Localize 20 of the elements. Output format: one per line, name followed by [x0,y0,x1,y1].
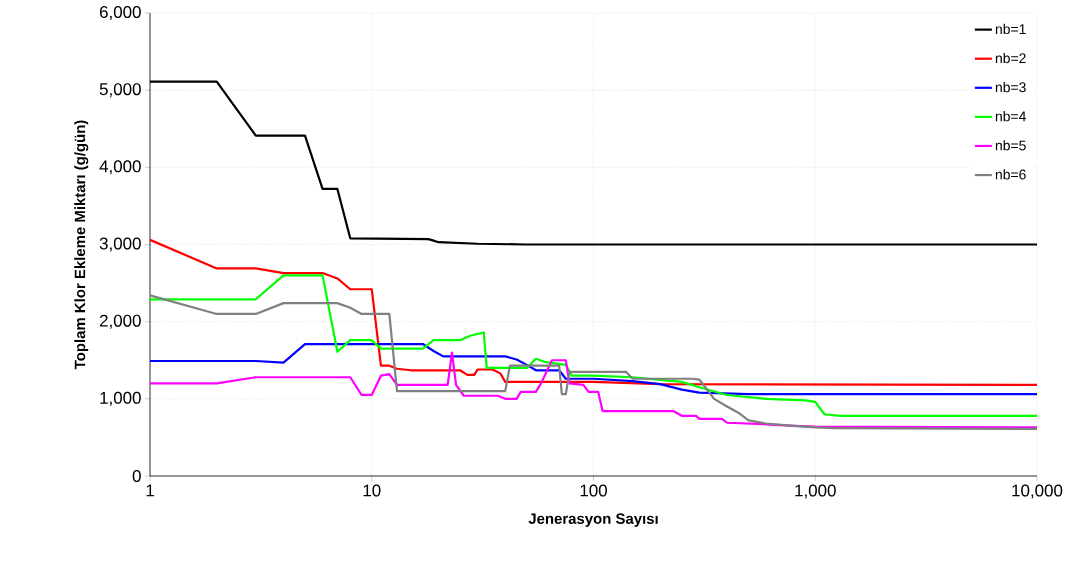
y-tick-label: 6,000 [99,6,141,20]
y-tick-label: 0 [132,470,141,482]
legend-label: nb=4 [995,111,1026,122]
legend-label: nb=6 [995,169,1026,180]
x-axis-title: Jenerasyon Sayısı [528,513,658,527]
legend-label: nb=1 [995,23,1026,35]
y-tick-label: 2,000 [99,314,141,329]
x-tick-label: 10 [363,484,381,497]
legend-label: nb=3 [995,81,1026,93]
x-tick-label: 1 [146,484,154,497]
x-tick-label: 100 [580,484,607,497]
legend-label: nb=5 [995,140,1026,151]
legend-label: nb=2 [995,52,1026,64]
y-tick-label: 4,000 [99,160,141,175]
y-axis-title: Toplam Klor Ekleme Miktarı (g/gün) [74,120,89,370]
y-tick-label: 1,000 [100,391,141,406]
y-tick-label: 3,000 [99,237,141,252]
y-tick-label: 5,000 [99,83,141,98]
x-tick-label: 10,000 [1012,484,1063,499]
x-tick-label: 1,000 [795,484,836,499]
